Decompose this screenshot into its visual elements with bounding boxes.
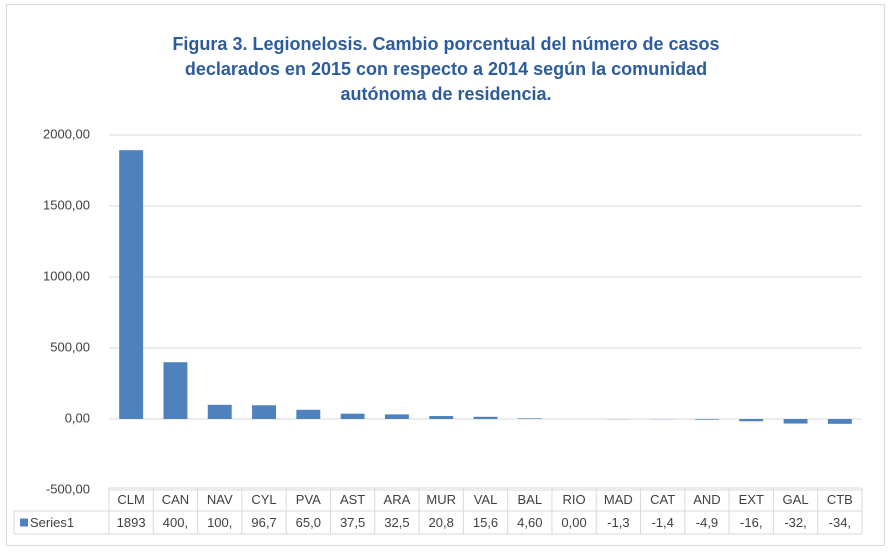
data-label: 37,5: [340, 515, 365, 530]
chart-title: autónoma de residencia.: [340, 84, 551, 104]
x-tick-label: CLM: [117, 492, 144, 507]
legend-label: Series1: [30, 515, 74, 530]
x-tick-label: AST: [340, 492, 365, 507]
x-tick-label: RIO: [563, 492, 586, 507]
x-tick-label: BAL: [518, 492, 543, 507]
x-tick-label: MUR: [426, 492, 456, 507]
y-tick-label: 1500,00: [43, 197, 90, 212]
x-tick-label: CAT: [650, 492, 675, 507]
data-label: 15,6: [473, 515, 498, 530]
x-tick-label: CAN: [162, 492, 189, 507]
bar: [207, 404, 232, 419]
x-tick-label: NAV: [207, 492, 233, 507]
data-label: 65,0: [296, 515, 321, 530]
data-label: -1,4: [651, 515, 673, 530]
bar: [827, 419, 852, 424]
bar: [429, 416, 454, 419]
bar: [384, 414, 409, 419]
data-label: -4,9: [696, 515, 718, 530]
bar: [163, 362, 188, 419]
x-tick-label: PVA: [296, 492, 321, 507]
bar: [517, 418, 542, 419]
data-label: 1893: [117, 515, 146, 530]
data-label: 4,60: [517, 515, 542, 530]
x-tick-label: CYL: [251, 492, 276, 507]
data-label: -32,: [784, 515, 806, 530]
data-label: -1,3: [607, 515, 629, 530]
bar: [252, 405, 276, 419]
chart-border: [6, 4, 885, 546]
data-label: 400,: [163, 515, 188, 530]
chart-title: Figura 3. Legionelosis. Cambio porcentua…: [172, 34, 719, 54]
bar: [695, 419, 719, 420]
bar: [783, 419, 808, 424]
data-label: 100,: [207, 515, 232, 530]
data-label: 0,00: [561, 515, 586, 530]
bar: [340, 413, 365, 419]
data-label: -34,: [829, 515, 851, 530]
legend-key: [20, 518, 28, 527]
x-tick-label: CTB: [827, 492, 853, 507]
x-tick-label: MAD: [604, 492, 633, 507]
x-tick-label: ARA: [384, 492, 411, 507]
chart-title: declarados en 2015 con respecto a 2014 s…: [185, 59, 707, 79]
data-label: 96,7: [251, 515, 276, 530]
y-tick-label: 500,00: [50, 339, 90, 354]
bar: [296, 409, 321, 419]
data-label: 32,5: [384, 515, 409, 530]
x-tick-label: AND: [693, 492, 720, 507]
y-tick-label: -500,00: [46, 481, 90, 496]
x-tick-label: GAL: [783, 492, 809, 507]
x-tick-label: VAL: [474, 492, 498, 507]
y-tick-label: 0,00: [65, 410, 90, 425]
bar: [119, 150, 144, 419]
bar: [739, 419, 764, 422]
y-tick-label: 2000,00: [43, 126, 90, 141]
data-label: 20,8: [429, 515, 454, 530]
y-tick-label: 1000,00: [43, 268, 90, 283]
data-label: -16,: [740, 515, 762, 530]
x-tick-label: EXT: [739, 492, 764, 507]
bar: [473, 416, 498, 419]
